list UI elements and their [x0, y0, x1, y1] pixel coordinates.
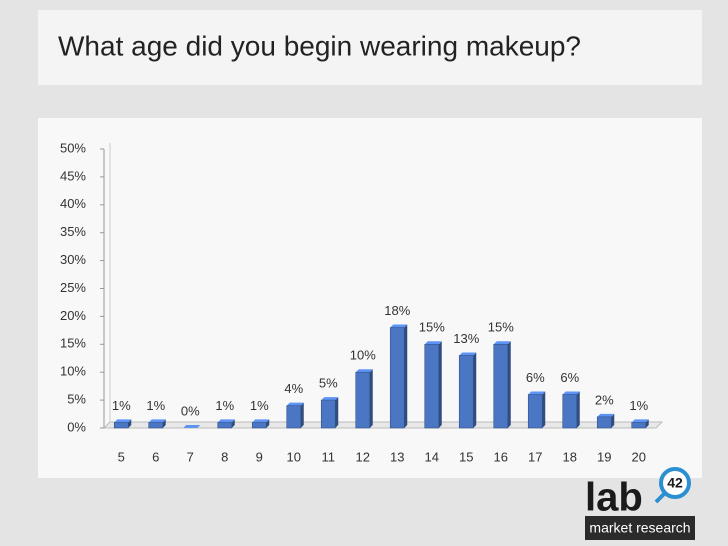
- bar-side: [473, 352, 477, 428]
- bar: [355, 371, 371, 429]
- bar: [527, 394, 543, 429]
- bar: [148, 422, 164, 429]
- x-tick-label: 11: [322, 449, 336, 464]
- bar-side: [300, 402, 304, 428]
- bar: [458, 355, 474, 429]
- y-tick-label: 5%: [67, 392, 86, 407]
- bar-side: [576, 391, 580, 428]
- bar-side: [438, 341, 442, 428]
- bar-top: [424, 341, 442, 345]
- x-tick-label: 5: [118, 449, 125, 464]
- x-tick-label: 17: [528, 449, 542, 464]
- data-label: 1%: [215, 398, 234, 413]
- bar-top: [459, 352, 477, 356]
- y-tick-label: 25%: [60, 280, 86, 295]
- x-tick-label: 18: [563, 449, 577, 464]
- logo-name: lab: [585, 476, 643, 520]
- data-label: 0%: [181, 403, 200, 418]
- bar: [389, 327, 405, 429]
- bar: [286, 405, 302, 429]
- x-tick-label: 8: [221, 449, 228, 464]
- bar-top: [286, 402, 304, 406]
- logo-badge: [659, 467, 691, 499]
- y-tick-label: 35%: [60, 224, 86, 239]
- x-tick-label: 16: [494, 449, 508, 464]
- title-panel: [38, 10, 702, 85]
- bar: [631, 422, 647, 429]
- bar-top: [390, 324, 408, 328]
- bar: [113, 422, 129, 429]
- bar: [493, 343, 509, 429]
- bar-side: [369, 369, 373, 428]
- bar: [251, 422, 267, 429]
- bar-top: [321, 397, 339, 401]
- logo-handle: [654, 491, 667, 504]
- bar-side: [611, 413, 615, 428]
- data-label: 2%: [595, 392, 614, 407]
- x-tick-label: 10: [287, 449, 301, 464]
- data-label: 1%: [250, 398, 269, 413]
- y-tick-label: 45%: [60, 168, 86, 183]
- bar-top: [252, 419, 270, 423]
- y-tick-label: 30%: [60, 252, 86, 267]
- y-tick-label: 20%: [60, 308, 86, 323]
- data-label: 4%: [284, 381, 303, 396]
- logo-badge-text: 42: [667, 475, 683, 491]
- bar-side: [231, 419, 235, 428]
- data-label: 15%: [488, 320, 514, 335]
- x-tick-label: 15: [459, 449, 473, 464]
- bar-side: [266, 419, 270, 428]
- bar-side: [507, 341, 511, 428]
- y-tick-label: 10%: [60, 364, 86, 379]
- x-tick-label: 12: [356, 449, 370, 464]
- bar: [562, 394, 578, 429]
- data-label: 6%: [526, 370, 545, 385]
- logo-tagline: market research: [589, 520, 690, 536]
- y-tick-label: 0%: [67, 419, 86, 434]
- bar-top: [183, 425, 201, 428]
- x-tick-label: 14: [425, 449, 439, 464]
- bar-side: [128, 419, 132, 428]
- x-tick-label: 13: [390, 449, 404, 464]
- bar-side: [335, 397, 339, 428]
- bar-side: [162, 419, 166, 428]
- bar-top: [355, 369, 373, 373]
- data-label: 13%: [453, 331, 479, 346]
- logo-tagline-bg: [585, 516, 695, 540]
- bar: [320, 399, 336, 429]
- y-tick-label: 50%: [60, 140, 86, 155]
- bar-top: [148, 419, 166, 423]
- data-label: 1%: [629, 398, 648, 413]
- y-tick-label: 15%: [60, 336, 86, 351]
- bar-top: [493, 341, 511, 345]
- bar-top: [114, 419, 132, 423]
- x-tick-label: 6: [152, 449, 159, 464]
- data-label: 15%: [419, 320, 445, 335]
- x-tick-label: 7: [187, 449, 194, 464]
- x-tick-label: 9: [256, 449, 263, 464]
- bar: [424, 343, 440, 429]
- bar: [217, 422, 233, 429]
- bar-top: [562, 391, 580, 395]
- data-label: 1%: [146, 398, 165, 413]
- bar-top: [217, 419, 235, 423]
- bar-top: [631, 419, 649, 423]
- data-label: 6%: [560, 370, 579, 385]
- data-label: 1%: [112, 398, 131, 413]
- bar-side: [645, 419, 649, 428]
- bar-side: [542, 391, 546, 428]
- x-tick-label: 20: [632, 449, 646, 464]
- bar-side: [404, 324, 408, 428]
- bar-top: [528, 391, 546, 395]
- data-label: 18%: [384, 303, 410, 318]
- data-label: 5%: [319, 376, 338, 391]
- x-tick-label: 19: [597, 449, 611, 464]
- data-label: 10%: [350, 348, 376, 363]
- y-tick-label: 40%: [60, 196, 86, 211]
- chart-title: What age did you begin wearing makeup?: [58, 30, 581, 61]
- bar: [596, 416, 612, 429]
- bar-top: [597, 413, 615, 417]
